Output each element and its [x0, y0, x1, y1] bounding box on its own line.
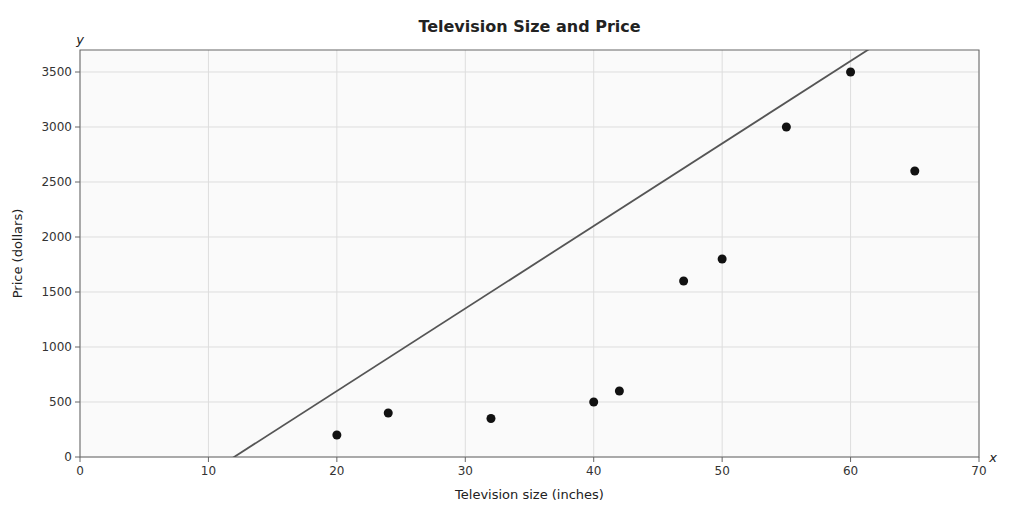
grid-line-y: [80, 182, 979, 183]
tick-x: [850, 457, 851, 462]
tick-y: [75, 72, 80, 73]
line-of-best-fit: [80, 50, 979, 457]
tick-x: [465, 457, 466, 462]
axis-end-label: x: [988, 450, 997, 465]
plot-background: [80, 50, 979, 457]
plot-frame: [80, 50, 979, 457]
tick-label-y: 2500: [41, 175, 72, 189]
x-axis-label: Television size (inches): [454, 487, 604, 502]
grid-line-x: [593, 50, 594, 457]
grid-line-x: [850, 50, 851, 457]
scatter-point: [718, 255, 727, 264]
grid-line-y: [80, 72, 979, 73]
grid-line-y: [80, 292, 979, 293]
tick-label-x: 30: [458, 464, 473, 478]
scatter-point: [384, 409, 393, 418]
tick-y: [75, 292, 80, 293]
tick-label-x: 0: [76, 464, 84, 478]
scatter-point: [486, 414, 495, 423]
tick-x: [979, 457, 980, 462]
grid-line-x: [465, 50, 466, 457]
plot-area: [80, 50, 979, 457]
tick-label-x: 20: [329, 464, 344, 478]
tick-label-x: 40: [586, 464, 601, 478]
tick-y: [75, 127, 80, 128]
tick-y: [75, 402, 80, 403]
tick-y: [75, 347, 80, 348]
chart-title: Television Size and Price: [418, 17, 640, 36]
scatter-point: [679, 277, 688, 286]
tick-x: [208, 457, 209, 462]
grid-line-x: [208, 50, 209, 457]
tick-label-y: 3000: [41, 120, 72, 134]
tick-label-y: 0: [64, 450, 72, 464]
grid-line-y: [80, 347, 979, 348]
scatter-point: [615, 387, 624, 396]
grid-line-x: [722, 50, 723, 457]
tick-label-y: 1500: [41, 285, 72, 299]
tick-label-y: 1000: [41, 340, 72, 354]
tick-label-x: 10: [201, 464, 216, 478]
grid-line-y: [80, 402, 979, 403]
tick-y: [75, 182, 80, 183]
axes: 0 10 20 30 40 50 60 70 0 500 1000 1500 2000 2500 3000 3…: [41, 50, 986, 478]
tick-x: [722, 457, 723, 462]
tick-label-x: 60: [843, 464, 858, 478]
tick-y: [75, 457, 80, 458]
grid-line-y: [80, 127, 979, 128]
scatter-point: [782, 123, 791, 132]
tick-label-y: 500: [49, 395, 72, 409]
tick-x: [593, 457, 594, 462]
tick-label-x: 70: [971, 464, 986, 478]
tick-x: [80, 457, 81, 462]
tick-label-y: 3500: [41, 65, 72, 79]
scatter-point: [589, 398, 598, 407]
chart: 0 10 20 30 40 50 60 70 0 500 1000 1500 2000 2500 3000 3…: [0, 0, 1019, 513]
axis-end-label: y: [75, 32, 84, 47]
scatter-point: [910, 167, 919, 176]
grid-line-x: [336, 50, 337, 457]
scatter-point: [846, 68, 855, 77]
grid: [80, 50, 979, 457]
tick-label-y: 2000: [41, 230, 72, 244]
tick-label-x: 50: [715, 464, 730, 478]
scatter-point: [332, 431, 341, 440]
tick-x: [336, 457, 337, 462]
y-axis-label: Price (dollars): [10, 209, 25, 299]
grid-line-y: [80, 237, 979, 238]
tick-y: [75, 237, 80, 238]
